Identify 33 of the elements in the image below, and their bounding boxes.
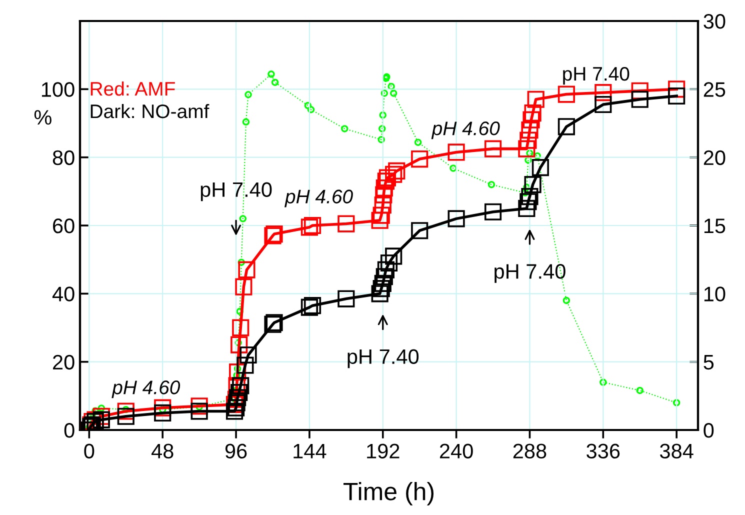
annotation: pH 4.60 <box>284 190 353 208</box>
x-tick-label: 0 <box>84 444 94 458</box>
annotation: pH 7.40 <box>348 349 419 368</box>
y-axis-title: % <box>34 110 52 125</box>
x-tick-label: 240 <box>440 444 473 458</box>
x-tick-label: 192 <box>367 444 400 458</box>
annotation: pH 7.40 <box>200 182 272 202</box>
annotation: pH 4.60 <box>112 380 180 398</box>
y2-tick-label: 0 <box>704 423 714 438</box>
text: Dark: NO-amf <box>90 104 210 118</box>
x-axis-title: Time (h) <box>344 482 434 506</box>
y-tick-label: 100 <box>42 82 74 97</box>
y-tick-label: 80 <box>52 150 74 166</box>
y2-tick-label: 15 <box>704 218 726 234</box>
x-tick-label: 336 <box>586 444 620 458</box>
x-tick-label: 96 <box>225 444 247 458</box>
y2-tick-label: 5 <box>704 355 714 370</box>
text: Red: AMF <box>90 81 175 96</box>
annotation: pH 4.60 <box>431 122 500 140</box>
x-tick-label: 144 <box>294 444 326 458</box>
y-tick-label: 20 <box>53 354 74 370</box>
x-tick-label: 48 <box>151 444 174 458</box>
annotation: pH 7.40 <box>563 66 630 85</box>
y-tick-label: 40 <box>52 286 74 302</box>
y2-tick-label: 10 <box>704 286 726 302</box>
y2-tick-label: 30 <box>704 14 726 29</box>
y-tick-label: 60 <box>53 218 74 234</box>
y2-tick-label: 20 <box>704 150 726 166</box>
x-tick-label: 384 <box>660 444 694 458</box>
annotation: pH 7.40 <box>494 264 566 283</box>
y2-tick-label: 25 <box>704 82 726 97</box>
y-tick-label: 0 <box>64 423 74 438</box>
x-tick-label: 288 <box>513 444 546 458</box>
